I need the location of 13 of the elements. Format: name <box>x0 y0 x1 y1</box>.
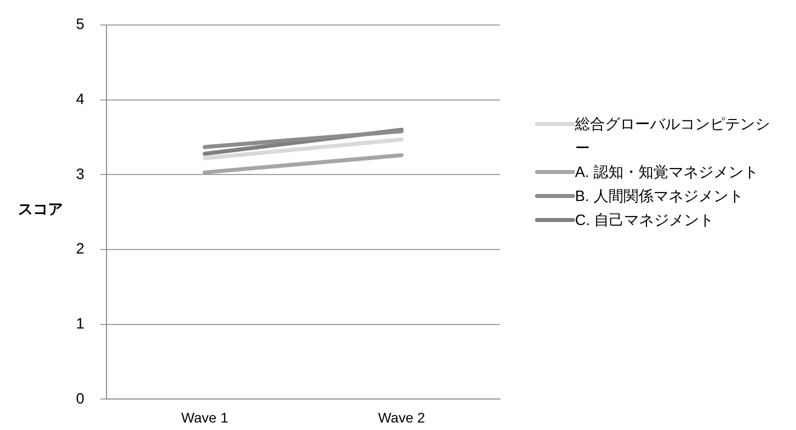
legend-label: 総合グローバルコンピテンシー <box>575 115 770 159</box>
legend-label: A. 認知・知覚マネジメント <box>575 163 758 183</box>
legend-label: C. 自己マネジメント <box>575 211 714 231</box>
y-tick-label: 5 <box>76 16 84 34</box>
y-axis-title: スコア <box>18 200 63 219</box>
y-tick-label: 1 <box>76 316 84 332</box>
x-tick-label: Wave 2 <box>378 409 426 426</box>
y-tick-label: 4 <box>76 90 84 108</box>
y-tick-label: 3 <box>76 166 84 183</box>
legend-label: B. 人間関係マネジメント <box>575 187 744 207</box>
x-tick-label: Wave 1 <box>181 409 228 426</box>
y-tick-label: 0 <box>76 390 84 408</box>
y-tick-label: 2 <box>76 240 84 258</box>
